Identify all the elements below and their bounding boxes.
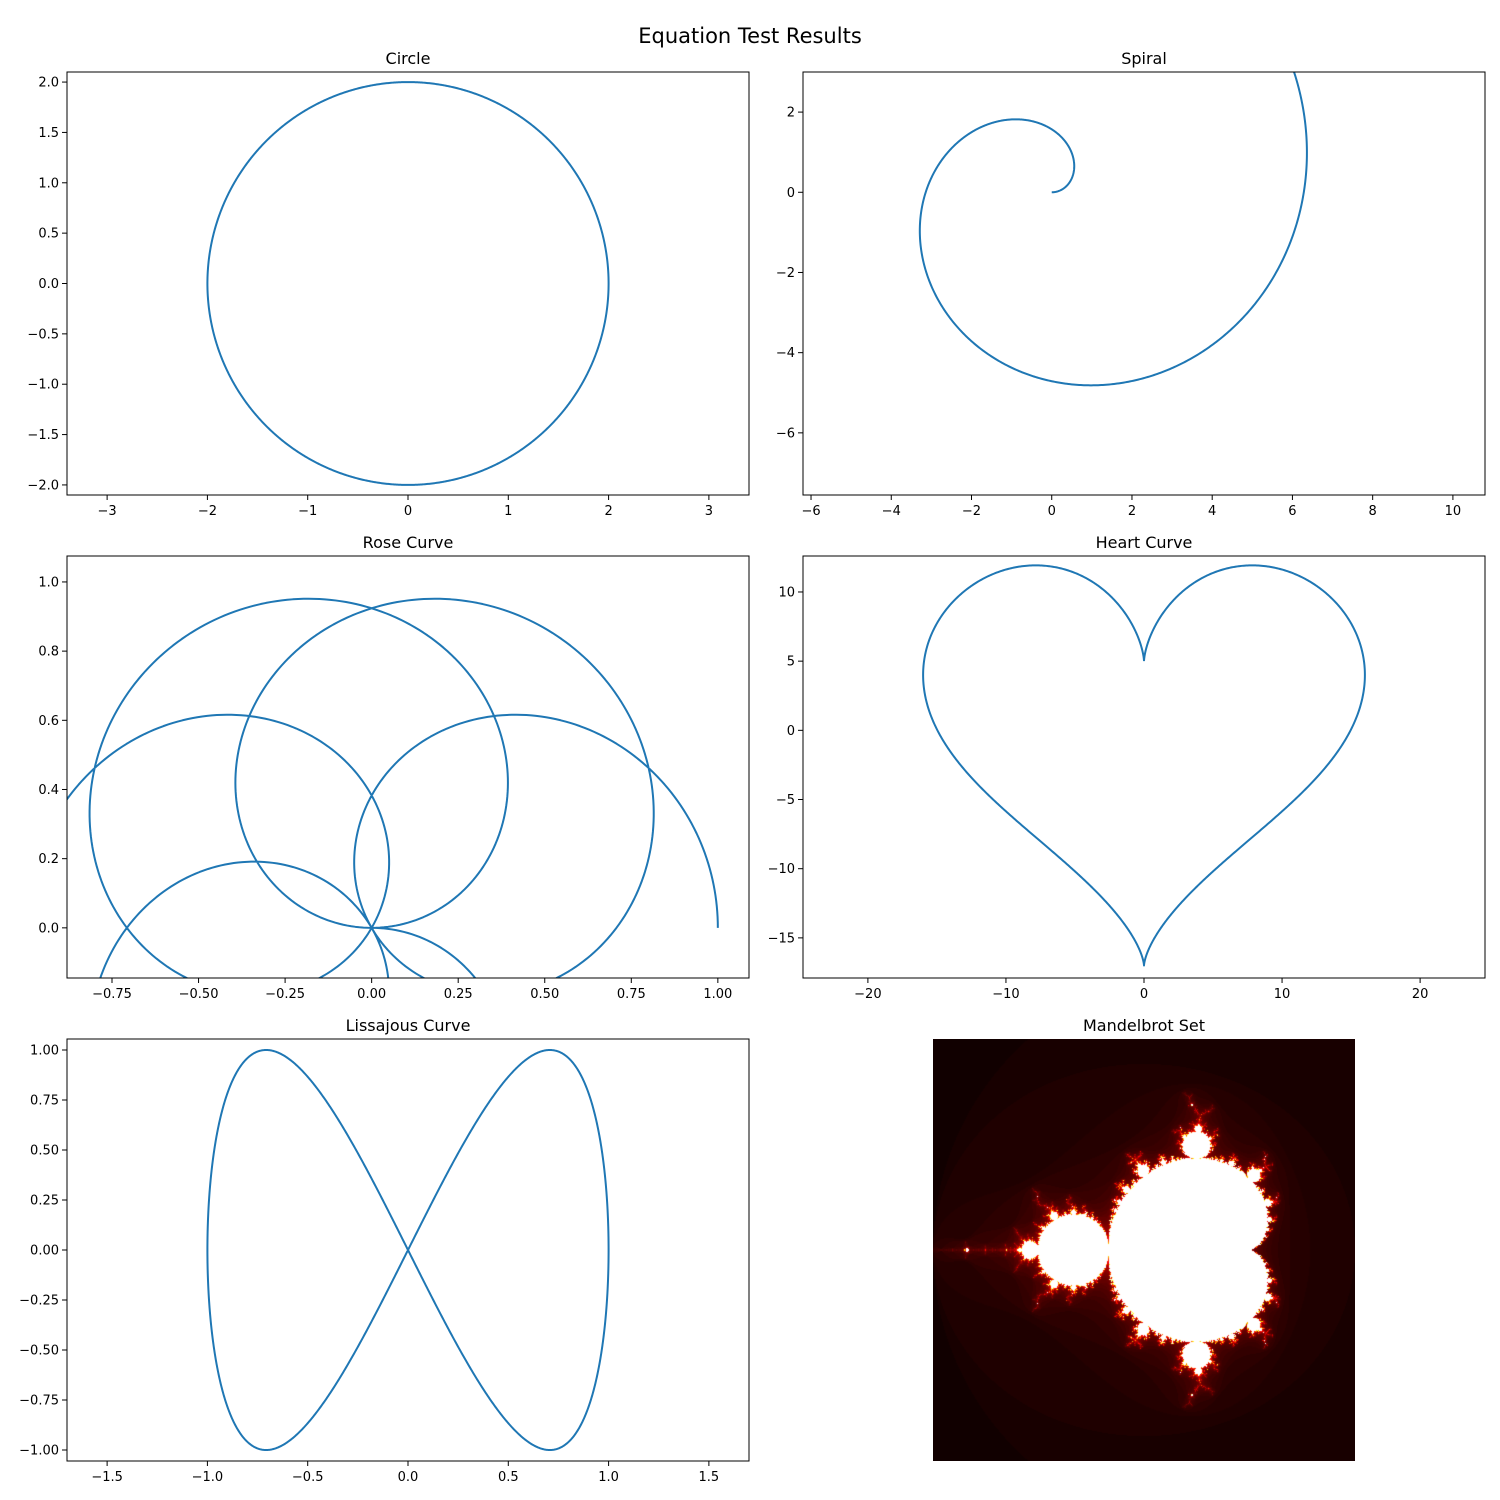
y-tick-label: 0.75 — [30, 1094, 59, 1109]
y-tick-label: −0.5 — [27, 327, 59, 342]
x-tick-label: 0.00 — [357, 987, 386, 1002]
x-tick-label: 0.50 — [530, 987, 559, 1002]
x-tick-label: −1.0 — [192, 1470, 224, 1485]
x-tick-label: 0 — [1048, 504, 1056, 519]
series-line — [918, 72, 1308, 387]
y-tick-label: 0.2 — [38, 852, 59, 867]
x-tick-label: 0.0 — [398, 1470, 419, 1485]
subplot-lissajous: Lissajous Curve −1.5 −1.0 −0.5 0.0 0.5 1.0 1.5 −… — [19, 1016, 750, 1485]
subplot-mandelbrot: Mandelbrot Set — [933, 1016, 1355, 1461]
y-tick-label: 0.6 — [38, 714, 59, 729]
axes-frame — [66, 555, 750, 979]
y-tick-label: 0.00 — [30, 1244, 59, 1259]
y-tick-label: −6 — [776, 426, 795, 441]
x-tick-label: −6 — [801, 504, 820, 519]
x-tick-label: 0 — [404, 504, 412, 519]
y-tick-label: 2.0 — [38, 76, 59, 91]
y-tick-label: −1.00 — [19, 1444, 59, 1459]
subplot-title: Heart Curve — [1096, 533, 1193, 552]
x-tick-label: −0.25 — [265, 987, 305, 1002]
x-tick-label: 1.00 — [703, 987, 732, 1002]
axes-frame — [802, 555, 1486, 979]
x-tick-label: 1.0 — [598, 1470, 619, 1485]
y-tick-label: 10 — [778, 585, 795, 600]
axes-frame — [802, 71, 1486, 496]
y-tick-label: −0.75 — [19, 1394, 59, 1409]
series-line — [206, 81, 610, 486]
y-tick-label: 0.25 — [30, 1194, 59, 1209]
y-tick-label: 0 — [787, 724, 795, 739]
y-tick-label: 1.00 — [30, 1044, 59, 1059]
x-tick-label: −0.75 — [92, 987, 132, 1002]
x-tick-label: −10 — [992, 987, 1019, 1002]
x-tick-label: 0.5 — [498, 1470, 519, 1485]
series-line — [922, 564, 1366, 967]
y-tick-label: 1.0 — [38, 176, 59, 191]
subplot-circle: Circle −3 −2 −1 0 1 2 3 −2.0 −1.5 −1.0 −0.5 0.0 0.5 1.… — [27, 49, 750, 519]
x-tick-label: −1.5 — [91, 1470, 123, 1485]
subplot-title: Spiral — [1121, 49, 1167, 68]
y-tick-label: −0.50 — [19, 1344, 59, 1359]
x-tick-label: 1 — [504, 504, 512, 519]
axes-frame — [66, 71, 750, 496]
x-tick-label: 10 — [1274, 987, 1291, 1002]
y-tick-label: −2 — [776, 266, 795, 281]
x-tick-label: 0.25 — [444, 987, 473, 1002]
y-tick-label: −2.0 — [27, 478, 59, 493]
subplot-title: Lissajous Curve — [346, 1016, 471, 1035]
x-tick-label: −3 — [98, 504, 117, 519]
series-line — [206, 1049, 610, 1451]
x-tick-label: 2 — [1128, 504, 1136, 519]
x-tick-label: −0.50 — [179, 987, 219, 1002]
y-tick-label: −1.5 — [27, 428, 59, 443]
x-tick-label: 1.5 — [699, 1470, 720, 1485]
y-tick-label: −5 — [776, 793, 795, 808]
subplot-heart: Heart Curve −20 −10 0 10 20 −15 −10 −5 0 5 10 — [768, 533, 1486, 1002]
y-tick-label: 0.0 — [38, 277, 59, 292]
mandelbrot-heatmap — [933, 1039, 1355, 1461]
x-tick-label: 2 — [604, 504, 612, 519]
x-tick-label: 4 — [1208, 504, 1216, 519]
y-tick-label: 0.5 — [38, 227, 59, 242]
subplot-title: Mandelbrot Set — [1083, 1016, 1205, 1035]
subplot-title: Rose Curve — [363, 533, 454, 552]
x-tick-label: −0.5 — [292, 1470, 324, 1485]
x-tick-label: −2 — [198, 504, 217, 519]
y-tick-label: 1.0 — [38, 575, 59, 590]
subplot-title: Circle — [386, 49, 431, 68]
y-tick-label: 0.50 — [30, 1144, 59, 1159]
x-tick-label: −4 — [882, 504, 901, 519]
x-tick-label: −20 — [854, 987, 881, 1002]
y-tick-label: 0 — [787, 186, 795, 201]
y-tick-label: 0.8 — [38, 645, 59, 660]
subplot-spiral: Spiral −6 −4 −2 0 2 4 6 8 10 −6 −4 −2 0 2 — [776, 49, 1486, 519]
y-tick-label: −15 — [768, 931, 795, 946]
figure-title: Equation Test Results — [638, 24, 862, 48]
x-tick-label: 8 — [1369, 504, 1377, 519]
y-tick-label: 0.4 — [38, 783, 59, 798]
x-tick-label: −2 — [962, 504, 981, 519]
x-tick-label: 20 — [1412, 987, 1429, 1002]
y-tick-label: −0.25 — [19, 1294, 59, 1309]
y-tick-label: 0.0 — [38, 921, 59, 936]
y-tick-label: 1.5 — [38, 126, 59, 141]
x-tick-label: 0.75 — [617, 987, 646, 1002]
series-line — [67, 597, 719, 978]
y-tick-label: −1.0 — [27, 378, 59, 393]
y-tick-label: −10 — [768, 862, 795, 877]
x-tick-label: −1 — [298, 504, 317, 519]
subplot-rose: Rose Curve −0.75 −0.50 −0.25 0.00 0.25 0.50 0.7… — [38, 533, 750, 1002]
x-tick-label: 3 — [705, 504, 713, 519]
y-tick-label: −4 — [776, 346, 795, 361]
x-tick-label: 10 — [1445, 504, 1462, 519]
x-tick-label: 6 — [1288, 504, 1296, 519]
y-tick-label: 5 — [787, 655, 795, 670]
y-tick-label: 2 — [787, 106, 795, 121]
x-tick-label: 0 — [1140, 987, 1148, 1002]
